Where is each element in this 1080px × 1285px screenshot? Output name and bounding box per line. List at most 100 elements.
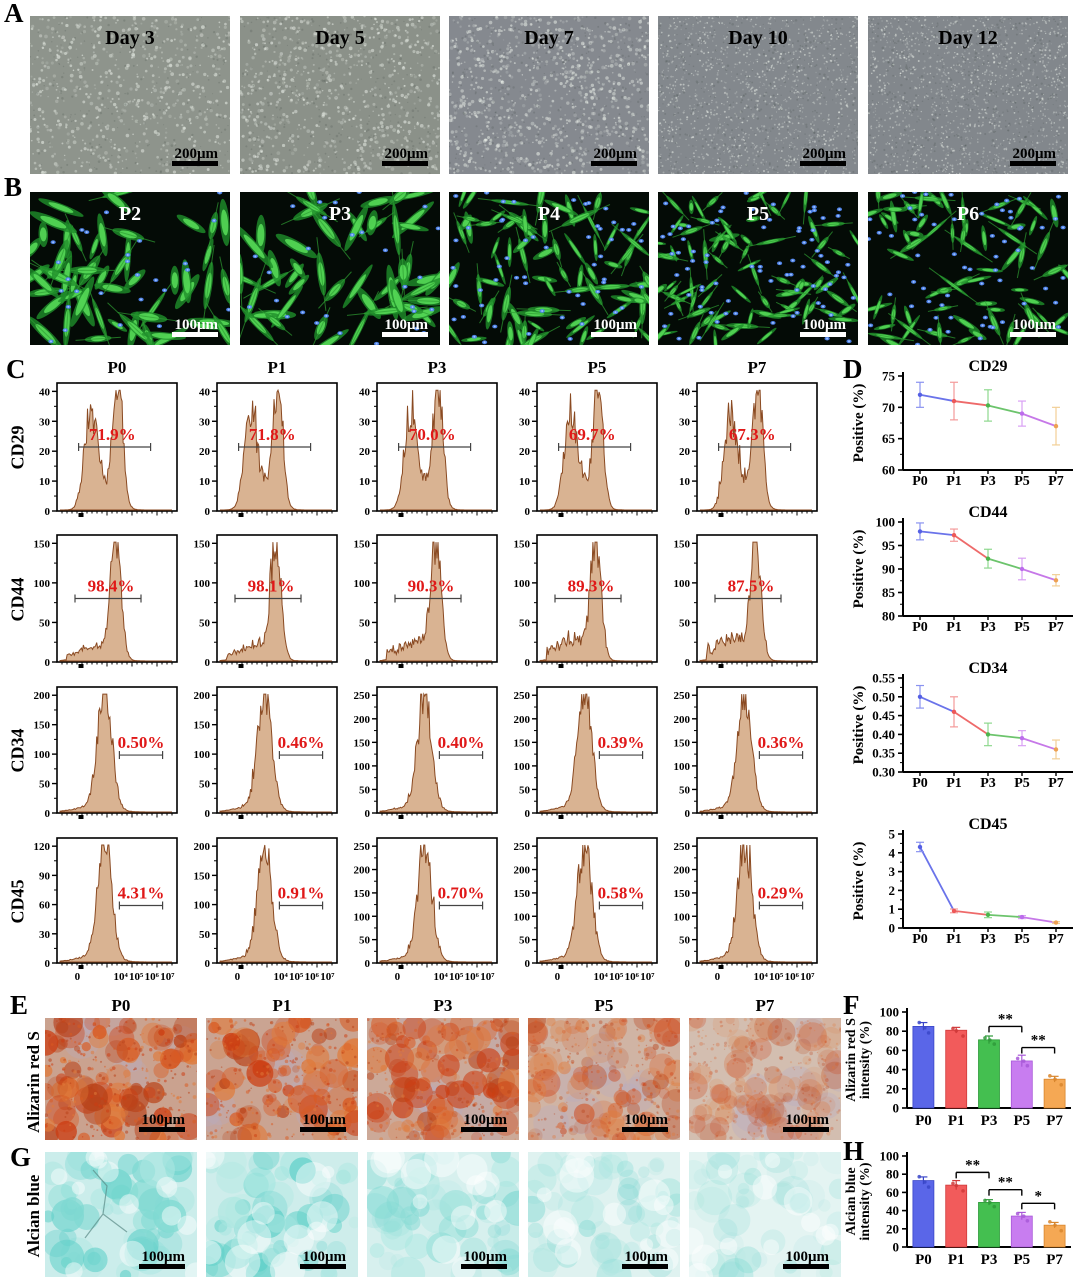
alcian-blue-tile: 100μm [206,1152,358,1277]
flow-column-header: P0 [107,358,127,377]
alcian-blue-image: 100μm [45,1152,197,1277]
alcian-blue-image: 100μm [206,1152,358,1277]
staining-column-header: P7 [755,996,775,1015]
staining-column-header: P5 [594,996,614,1015]
flow-histogram: 0 50 100 150 89.3% [504,529,662,690]
fluorescence-tile: P5 100μm [658,192,858,345]
flow-histogram: 0 10 20 30 40 69.7% [504,377,662,539]
alizarin-red-image: 100μm [689,1018,841,1140]
line-chart-CD34: CD34 Positive (%) 0.30 0.35 0.40 0.45 0.50 0.55… [845,660,1080,806]
micrograph-image: Day 5 200μm [240,16,440,174]
flow-histogram: 0 10 20 30 40 71.8% [184,377,342,539]
alcian-blue-image: 100μm [367,1152,519,1277]
line-chart-CD44: CD44 Positive (%) 80 85 90 95 100 P0 P1 P3 P5 P7 [845,504,1080,650]
svg-text:Day 5: Day 5 [315,27,364,49]
panel-g-row-label: Alcian blue [24,1174,43,1258]
alcian-blue-image: 100μm [689,1152,841,1277]
svg-text:200μm: 200μm [594,146,638,162]
bar-chart-H-alcian: Alcian blue intensity (%) 0 20 40 60 80 100 P0 P1… [845,1140,1080,1285]
panel-a-label: A [4,0,24,28]
panel-e-row-label: Alizarin red S [24,1031,43,1133]
alizarin-red-image: 100μm [206,1018,358,1140]
alizarin-red-tile: 100μm [528,1018,680,1140]
micrograph-day-tile: Day 10 200μm [658,16,858,174]
flow-histogram: 0 50 100 150 200 0.91% 0 10⁴ 10⁵ 10⁶ 10⁷ [184,832,342,991]
micrograph-image: Day 3 200μm [30,16,230,174]
flow-histogram: 0 10 20 30 40 70.0% [344,377,502,539]
flow-column-header: P7 [747,358,767,377]
panel-g-label: G [10,1142,32,1172]
micrograph-day-tile: Day 5 200μm [240,16,440,174]
flow-histogram: 0 50 100 150 200 250 0.58% 0 10⁴ 10⁵ 10⁶ 10⁷ [504,832,662,991]
panel-d-label: D [843,354,863,384]
panel-c-label: C [6,354,26,384]
fluorescence-tile: P2 100μm [30,192,230,345]
flow-histogram: 0 50 100 150 200 250 0.39% [504,681,662,841]
alizarin-red-tile: 100μm [689,1018,841,1140]
svg-text:200μm: 200μm [385,146,429,162]
staining-column-header: P0 [111,996,131,1015]
flow-histogram: 0 50 100 150 200 250 0.40% [344,681,502,841]
flow-histogram: 0 50 100 150 98.1% [184,529,342,690]
alizarin-red-image: 100μm [528,1018,680,1140]
panel-e-label: E [10,990,29,1020]
flow-histogram: 0 10 20 30 40 71.9% [24,377,182,539]
staining-column-header: P1 [272,996,292,1015]
flow-column-header: P5 [587,358,607,377]
line-chart-CD45: CD45 Positive (%) 0 1 2 3 4 5 P0 P1 P3 P5 P7 [845,816,1080,962]
svg-text:Day 3: Day 3 [105,27,154,49]
flow-histogram: 0 50 100 150 87.5% [664,529,822,690]
micrograph-day-tile: Day 7 200μm [449,16,649,174]
alcian-blue-tile: 100μm [689,1152,841,1277]
alizarin-red-tile: 100μm [206,1018,358,1140]
alizarin-red-image: 100μm [45,1018,197,1140]
flow-histogram: 0 30 60 90 120 4.31% 0 10⁴ 10⁵ 10⁶ 10⁷ [24,832,182,991]
svg-text:Day 7: Day 7 [524,27,573,49]
alcian-blue-tile: 100μm [45,1152,197,1277]
staining-column-header: P3 [433,996,453,1015]
line-chart-CD29: CD29 Positive (%) 60 65 70 75 P0 P1 P3 P5 P7 [845,358,1080,504]
flow-histogram: 0 50 100 150 200 250 0.70% 0 10⁴ 10⁵ 10⁶ 10⁷ [344,832,502,991]
flow-histogram: 0 50 100 150 98.4% [24,529,182,690]
alizarin-red-tile: 100μm [45,1018,197,1140]
alizarin-red-tile: 100μm [367,1018,519,1140]
alizarin-red-image: 100μm [367,1018,519,1140]
flow-histogram: 0 50 100 150 200 0.50% [24,681,182,841]
flow-column-header: P1 [267,358,287,377]
alcian-blue-tile: 100μm [528,1152,680,1277]
micrograph-image: Day 7 200μm [449,16,649,174]
flow-column-header: P3 [427,358,447,377]
fluorescence-tile: P4 100μm [449,192,649,345]
